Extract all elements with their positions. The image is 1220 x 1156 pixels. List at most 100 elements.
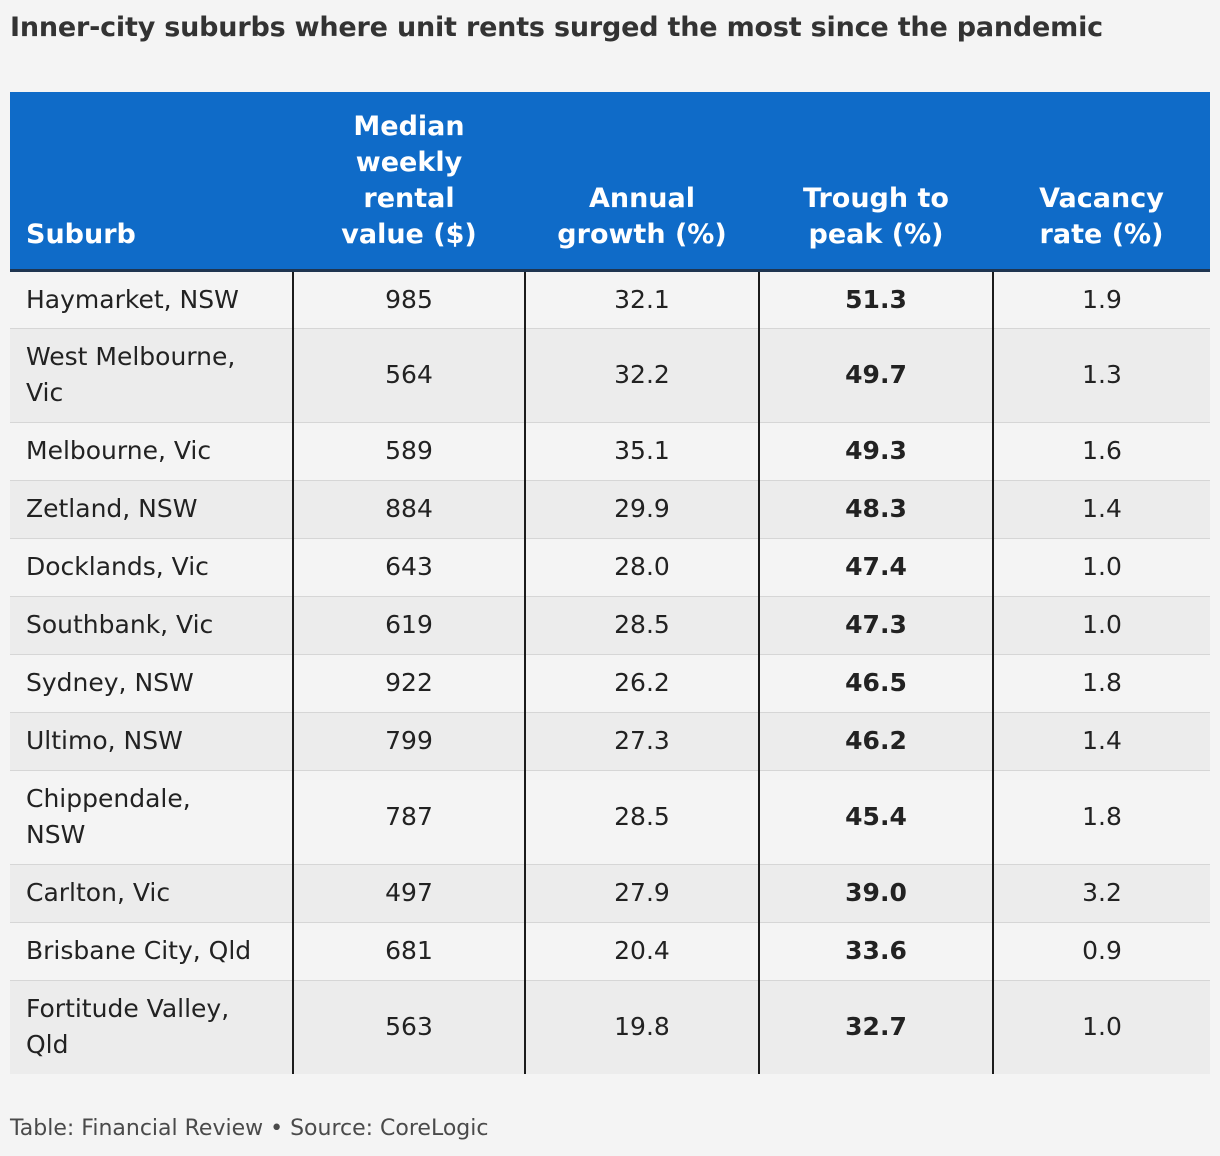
cell-annual-growth: 19.8 (525, 980, 760, 1074)
suburb-label-line: NSW (26, 820, 86, 849)
source-footer: Table: Financial Review • Source: CoreLo… (10, 1116, 489, 1141)
header-vacancy-rate: Vacancy rate (%) (993, 92, 1210, 272)
cell-suburb: Chippendale, NSW (10, 770, 294, 865)
cell-trough-to-peak: 32.7 (759, 980, 994, 1074)
cell-vacancy-rate: 1.0 (993, 980, 1210, 1074)
table-row: Southbank, Vic 619 28.5 47.3 1.0 (10, 596, 1210, 655)
header-label-line: peak (%) (808, 218, 944, 250)
cell-vacancy-rate: 1.8 (993, 654, 1210, 713)
table-row: Docklands, Vic 643 28.0 47.4 1.0 (10, 538, 1210, 597)
suburb-label-line: Melbourne, Vic (26, 436, 212, 465)
cell-annual-growth: 28.5 (525, 770, 760, 865)
suburb-label-line: Chippendale, (26, 784, 191, 813)
header-trough-to-peak: Trough to peak (%) (759, 92, 993, 272)
cell-vacancy-rate: 1.0 (993, 596, 1210, 655)
cell-median-weekly-rent: 497 (293, 864, 526, 923)
cell-median-weekly-rent: 619 (293, 596, 526, 655)
table-row: Carlton, Vic 497 27.9 39.0 3.2 (10, 864, 1210, 923)
header-suburb: Suburb (10, 92, 293, 272)
header-label-line: Vacancy (1039, 182, 1164, 214)
suburb-label-line: Docklands, Vic (26, 552, 209, 581)
cell-median-weekly-rent: 787 (293, 770, 526, 865)
table-row: Melbourne, Vic 589 35.1 49.3 1.6 (10, 422, 1210, 481)
header-label-line: Trough to (803, 182, 949, 214)
cell-trough-to-peak: 46.5 (759, 654, 994, 713)
header-label-line: value ($) (341, 218, 477, 250)
cell-median-weekly-rent: 884 (293, 480, 526, 539)
cell-vacancy-rate: 1.6 (993, 422, 1210, 481)
cell-vacancy-rate: 1.8 (993, 770, 1210, 865)
header-median-weekly-rent: Median weekly rental value ($) (293, 92, 525, 272)
cell-annual-growth: 26.2 (525, 654, 760, 713)
header-annual-growth: Annual growth (%) (525, 92, 759, 272)
cell-median-weekly-rent: 922 (293, 654, 526, 713)
cell-suburb: Sydney, NSW (10, 654, 294, 713)
cell-annual-growth: 32.2 (525, 328, 760, 423)
cell-vacancy-rate: 1.9 (993, 270, 1210, 329)
cell-vacancy-rate: 1.3 (993, 328, 1210, 423)
cell-annual-growth: 29.9 (525, 480, 760, 539)
cell-annual-growth: 27.9 (525, 864, 760, 923)
cell-suburb: Docklands, Vic (10, 538, 294, 597)
cell-suburb: Fortitude Valley, Qld (10, 980, 294, 1074)
cell-suburb: Southbank, Vic (10, 596, 294, 655)
cell-trough-to-peak: 47.3 (759, 596, 994, 655)
cell-suburb: Brisbane City, Qld (10, 922, 294, 981)
header-row: Suburb Median weekly rental value ($) Annual g… (10, 92, 1210, 272)
table-row: West Melbourne, Vic 564 32.2 49.7 1.3 (10, 328, 1210, 423)
cell-median-weekly-rent: 643 (293, 538, 526, 597)
cell-median-weekly-rent: 681 (293, 922, 526, 981)
table-row: Fortitude Valley, Qld 563 19.8 32.7 1.0 (10, 980, 1210, 1074)
cell-trough-to-peak: 49.7 (759, 328, 994, 423)
table-header: Suburb Median weekly rental value ($) Annual g… (10, 92, 1210, 272)
cell-median-weekly-rent: 985 (293, 270, 526, 329)
header-label-line: Annual (588, 182, 696, 214)
cell-annual-growth: 20.4 (525, 922, 760, 981)
cell-annual-growth: 28.0 (525, 538, 760, 597)
cell-trough-to-peak: 45.4 (759, 770, 994, 865)
suburb-label-line: Qld (26, 1030, 69, 1060)
cell-annual-growth: 28.5 (525, 596, 760, 655)
suburb-label-line: West Melbourne, (26, 342, 236, 371)
cell-vacancy-rate: 1.4 (993, 712, 1210, 771)
cell-trough-to-peak: 46.2 (759, 712, 994, 771)
cell-vacancy-rate: 1.0 (993, 538, 1210, 597)
table-row: Sydney, NSW 922 26.2 46.5 1.8 (10, 654, 1210, 713)
suburb-label-line: Ultimo, NSW (26, 726, 183, 755)
header-label-line: Suburb (26, 218, 136, 250)
cell-vacancy-rate: 1.4 (993, 480, 1210, 539)
suburb-label-line: Southbank, Vic (26, 610, 214, 639)
suburb-label-line: Brisbane City, Qld (26, 936, 252, 965)
header-label-line: rate (%) (1039, 218, 1164, 250)
cell-trough-to-peak: 49.3 (759, 422, 994, 481)
suburb-label-line: Sydney, NSW (26, 668, 194, 697)
header-label-line: weekly (355, 146, 463, 178)
header-label-line: rental (363, 182, 455, 214)
cell-trough-to-peak: 48.3 (759, 480, 994, 539)
cell-median-weekly-rent: 799 (293, 712, 526, 771)
cell-trough-to-peak: 51.3 (759, 270, 994, 329)
rent-table: Suburb Median weekly rental value ($) Annual g… (10, 92, 1210, 1074)
chart-title: Inner-city suburbs where unit rents surg… (10, 12, 1103, 43)
suburb-label-line: Haymarket, NSW (26, 284, 239, 314)
cell-suburb: Zetland, NSW (10, 480, 294, 539)
cell-trough-to-peak: 47.4 (759, 538, 994, 597)
cell-trough-to-peak: 33.6 (759, 922, 994, 981)
cell-median-weekly-rent: 589 (293, 422, 526, 481)
cell-suburb: Haymarket, NSW (10, 270, 294, 329)
cell-annual-growth: 35.1 (525, 422, 760, 481)
suburb-label-line: Carlton, Vic (26, 878, 171, 907)
cell-vacancy-rate: 0.9 (993, 922, 1210, 981)
cell-suburb: Ultimo, NSW (10, 712, 294, 771)
cell-median-weekly-rent: 564 (293, 328, 526, 423)
cell-annual-growth: 32.1 (525, 270, 760, 329)
table-body: Haymarket, NSW 985 32.1 51.3 1.9 West Melbour… (10, 270, 1210, 1074)
suburb-label-line: Fortitude Valley, (26, 994, 230, 1024)
table-row: Brisbane City, Qld 681 20.4 33.6 0.9 (10, 922, 1210, 981)
cell-median-weekly-rent: 563 (293, 980, 526, 1074)
suburb-label-line: Vic (26, 378, 64, 407)
table-row: Chippendale, NSW 787 28.5 45.4 1.8 (10, 770, 1210, 865)
table-row: Haymarket, NSW 985 32.1 51.3 1.9 (10, 270, 1210, 329)
suburb-label-line: Zetland, NSW (26, 494, 198, 523)
